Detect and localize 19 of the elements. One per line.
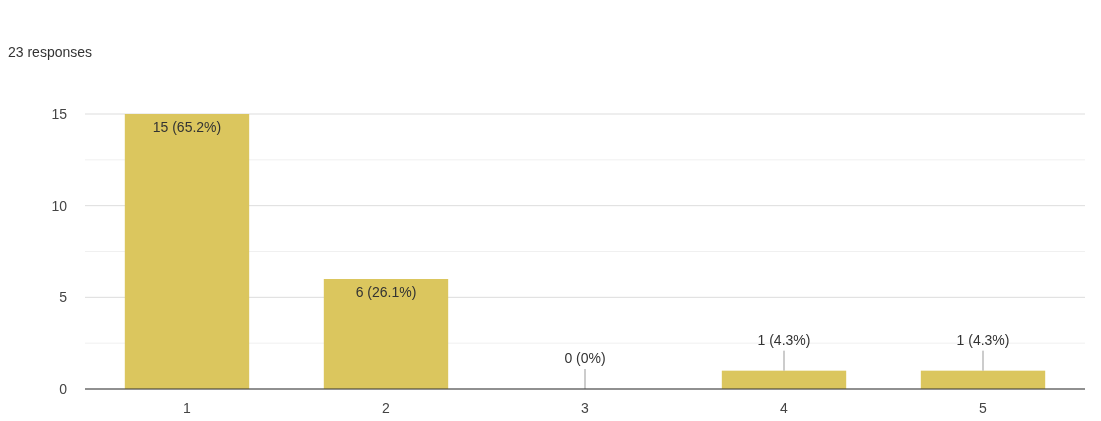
y-tick-label: 10	[51, 197, 68, 214]
y-tick-label: 5	[59, 289, 68, 306]
data-label: 0 (0%)	[564, 350, 606, 366]
x-tick-label: 5	[979, 400, 988, 416]
data-label: 1 (4.3%)	[757, 331, 811, 348]
bar	[323, 279, 449, 389]
bar	[721, 370, 847, 389]
x-tick-label: 1	[183, 400, 192, 416]
y-tick-label: 0	[59, 381, 68, 397]
x-tick-label: 3	[581, 400, 590, 416]
y-tick-label: 15	[51, 106, 68, 122]
data-label: 6 (26.1%)	[355, 284, 417, 300]
data-label: 1 (4.3%)	[956, 331, 1010, 348]
x-tick-label: 4	[780, 400, 789, 416]
chart-subtitle: 23 responses	[8, 44, 93, 60]
bar	[920, 370, 1046, 389]
bar	[124, 114, 250, 389]
data-label: 15 (65.2%)	[152, 119, 222, 135]
x-tick-label: 2	[382, 400, 391, 416]
